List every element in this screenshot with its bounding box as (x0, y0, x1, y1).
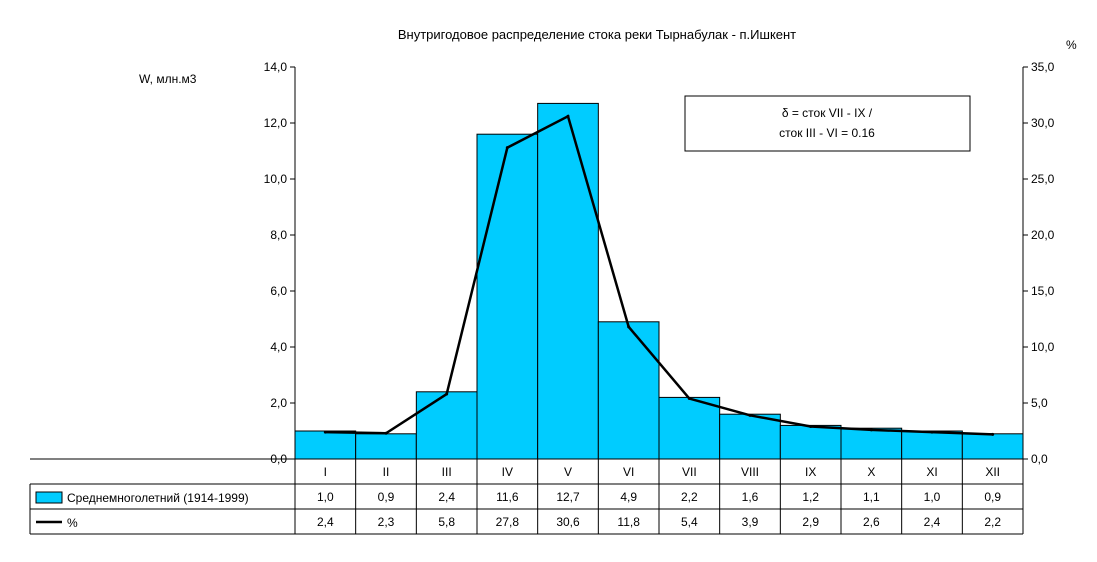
bar-XII (961, 433, 1024, 460)
y-left-tick-label: 14,0 (264, 60, 288, 74)
x-tick-label: X (867, 465, 875, 479)
y-right-tick-label: 35,0 (1031, 60, 1055, 74)
percent-value-label: 3,9 (742, 515, 759, 529)
y-axis-right-label: % (1066, 38, 1077, 52)
percent-value-label: 2,4 (317, 515, 334, 529)
percent-point-X (869, 428, 873, 432)
x-tick-label: III (442, 465, 452, 479)
legend-label-line: % (67, 516, 78, 530)
percent-value-label: 11,8 (617, 515, 640, 529)
bar-value-label: 11,6 (496, 490, 519, 504)
x-tick-label: VII (682, 465, 697, 479)
bar-X (840, 427, 903, 460)
percent-point-III (445, 392, 449, 396)
line-series (323, 114, 995, 436)
y-right-tick-label: 20,0 (1031, 228, 1055, 242)
bar-value-label: 12,7 (556, 490, 580, 504)
x-tick-label: IX (805, 465, 816, 479)
y-right-tick-label: 25,0 (1031, 172, 1055, 186)
y-left-tick-label: 2,0 (270, 396, 287, 410)
bar-value-label: 1,2 (802, 490, 819, 504)
percent-value-label: 5,4 (681, 515, 698, 529)
percent-point-VIII (748, 413, 752, 417)
bar-value-label: 0,9 (984, 490, 1001, 504)
percent-point-VII (687, 397, 691, 401)
bar-VIII (719, 413, 781, 460)
x-tick-label: II (383, 465, 390, 479)
y-left-tick-label: 4,0 (270, 340, 287, 354)
percent-line (325, 114, 993, 436)
annotation-box: δ = сток VII - IX / сток III - VI = 0.16 (684, 95, 971, 152)
x-tick-label: XI (926, 465, 937, 479)
bar-IV (476, 133, 539, 460)
bar-value-label: 1,6 (742, 490, 759, 504)
bar-II (355, 433, 417, 460)
bar-series (294, 102, 1024, 460)
x-tick-label: I (324, 465, 327, 479)
x-tick-label: XII (985, 465, 1000, 479)
percent-value-label: 2,2 (984, 515, 1001, 529)
percent-value-label: 30,6 (556, 515, 580, 529)
y-right-tick-label: 10,0 (1031, 340, 1055, 354)
x-tick-label: V (564, 465, 572, 479)
percent-point-II (384, 431, 388, 435)
bar-III (415, 391, 478, 460)
percent-point-V (566, 114, 570, 118)
bar-VII (658, 396, 721, 460)
y-right-tick-label: 15,0 (1031, 284, 1055, 298)
bar-IX (779, 424, 842, 460)
bar-value-label: 0,9 (378, 490, 395, 504)
bar-value-label: 1,0 (924, 490, 941, 504)
bar-value-label: 1,1 (863, 490, 880, 504)
annotation-line-1: δ = сток VII - IX / (782, 106, 873, 120)
y-left-tick-label: 8,0 (270, 228, 287, 242)
bar-VI (597, 321, 660, 460)
x-tick-label: VI (623, 465, 634, 479)
legend-swatch-bar (35, 491, 63, 504)
percent-value-label: 2,9 (802, 515, 819, 529)
percent-value-label: 2,3 (378, 515, 395, 529)
annotation-line-2: сток III - VI = 0.16 (779, 126, 875, 140)
percent-point-VI (627, 325, 631, 329)
y-left-tick-label: 12,0 (264, 116, 288, 130)
percent-value-label: 27,8 (496, 515, 520, 529)
bar-value-label: 4,9 (620, 490, 637, 504)
y-right-tick-label: 0,0 (1031, 452, 1048, 466)
percent-value-label: 2,4 (924, 515, 941, 529)
bar-value-label: 2,4 (438, 490, 455, 504)
percent-point-IV (505, 146, 509, 150)
percent-value-label: 2,6 (863, 515, 880, 529)
chart-title: Внутригодовое распределение стока реки Т… (398, 27, 796, 42)
y-right-tick-label: 5,0 (1031, 396, 1048, 410)
y-right-tick-label: 30,0 (1031, 116, 1055, 130)
percent-point-XII (991, 432, 995, 436)
y-axis-left-label: W, млн.м3 (139, 72, 197, 86)
x-tick-label: VIII (741, 465, 759, 479)
bar-value-label: 1,0 (317, 490, 334, 504)
x-tick-label: IV (502, 465, 513, 479)
y-left-tick-label: 10,0 (264, 172, 288, 186)
percent-point-XI (930, 430, 934, 434)
percent-value-label: 5,8 (438, 515, 455, 529)
y-left-tick-label: 6,0 (270, 284, 287, 298)
legend-label-bar: Среднемноголетний (1914-1999) (67, 491, 249, 505)
percent-point-I (323, 430, 327, 434)
bar-V (537, 102, 599, 460)
bar-XI (901, 430, 963, 460)
bar-I (294, 430, 357, 460)
percent-point-IX (809, 425, 813, 429)
bar-value-label: 2,2 (681, 490, 698, 504)
